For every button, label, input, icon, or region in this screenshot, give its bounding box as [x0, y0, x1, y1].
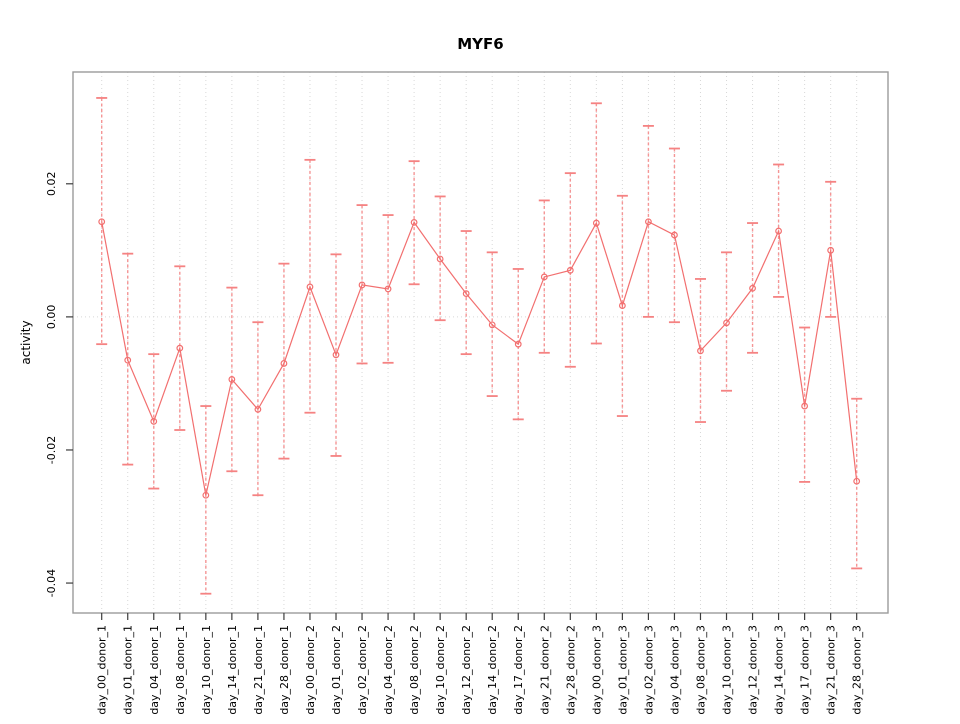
x-tick-label: day_12_donor_3: [747, 625, 760, 715]
y-tick-label: -0.04: [45, 569, 58, 597]
data-point: [436, 255, 444, 263]
data-point: [410, 218, 418, 226]
data-point: [332, 351, 340, 359]
data-point: [124, 356, 132, 364]
chart-title: MYF6: [457, 35, 503, 53]
x-tick-label: day_28_donor_1: [278, 625, 291, 715]
data-point: [514, 340, 522, 348]
data-point: [566, 266, 574, 274]
x-tick-label: day_21_donor_3: [825, 625, 838, 715]
x-tick-label: day_28_donor_2: [564, 625, 577, 715]
x-tick-label: day_28_donor_3: [851, 625, 864, 715]
data-point: [462, 290, 470, 297]
x-tick-label: day_14_donor_2: [486, 625, 499, 715]
x-tick-label: day_14_donor_1: [226, 625, 239, 715]
x-tick-label: day_08_donor_3: [694, 625, 707, 715]
data-point: [280, 360, 288, 367]
y-tick-label: 0.02: [45, 172, 58, 197]
data-point: [827, 246, 835, 254]
x-tick-label: day_21_donor_2: [538, 625, 551, 715]
data-point: [697, 347, 704, 355]
x-tick-label: day_04_donor_2: [382, 625, 395, 715]
y-tick-label: 0.00: [45, 305, 58, 330]
data-point: [384, 285, 392, 293]
x-tick-label: day_17_donor_2: [512, 625, 525, 715]
x-tick-label: day_00_donor_3: [590, 625, 603, 715]
data-point: [645, 218, 652, 226]
x-tick-label: day_14_donor_3: [773, 625, 786, 715]
data-point: [202, 491, 210, 499]
x-tick-label: day_04_donor_1: [148, 625, 161, 715]
data-point: [749, 284, 756, 292]
x-tick-label: day_02_donor_3: [642, 625, 655, 715]
data-point: [358, 281, 366, 289]
y-tick-label: -0.02: [45, 436, 58, 464]
x-tick-label: day_17_donor_3: [799, 625, 812, 715]
x-tick-label: day_00_donor_1: [96, 625, 109, 715]
data-point: [723, 319, 730, 327]
series-line: [101, 220, 858, 496]
x-tick-label: day_01_donor_1: [122, 625, 135, 715]
x-tick-label: day_10_donor_1: [200, 625, 213, 715]
data-point: [98, 218, 106, 226]
data-point: [618, 302, 626, 309]
plot-border: [72, 71, 889, 614]
data-point: [671, 231, 678, 239]
data-point: [228, 376, 236, 383]
data-point: [801, 402, 809, 410]
data-point: [775, 227, 782, 235]
x-tick-label: day_00_donor_2: [304, 625, 317, 715]
x-tick-label: day_01_donor_3: [616, 625, 629, 715]
x-tick-label: day_12_donor_2: [460, 625, 473, 715]
data-point: [150, 417, 158, 425]
x-tick-label: day_01_donor_2: [330, 625, 343, 715]
y-axis-label: activity: [19, 320, 33, 364]
data-point: [254, 405, 262, 413]
x-tick-label: day_10_donor_3: [721, 625, 734, 715]
x-tick-label: day_02_donor_2: [356, 625, 369, 715]
x-tick-label: day_08_donor_1: [174, 625, 187, 715]
x-tick-label: day_04_donor_3: [668, 625, 681, 715]
data-point: [592, 219, 600, 227]
x-tick-label: day_21_donor_1: [252, 625, 265, 715]
x-tick-label: day_10_donor_2: [434, 625, 447, 715]
x-tick-label: day_08_donor_2: [408, 625, 421, 715]
data-point: [306, 283, 314, 291]
data-point: [540, 273, 548, 281]
data-point: [176, 344, 184, 352]
data-point: [853, 477, 861, 485]
data-point: [488, 321, 496, 329]
